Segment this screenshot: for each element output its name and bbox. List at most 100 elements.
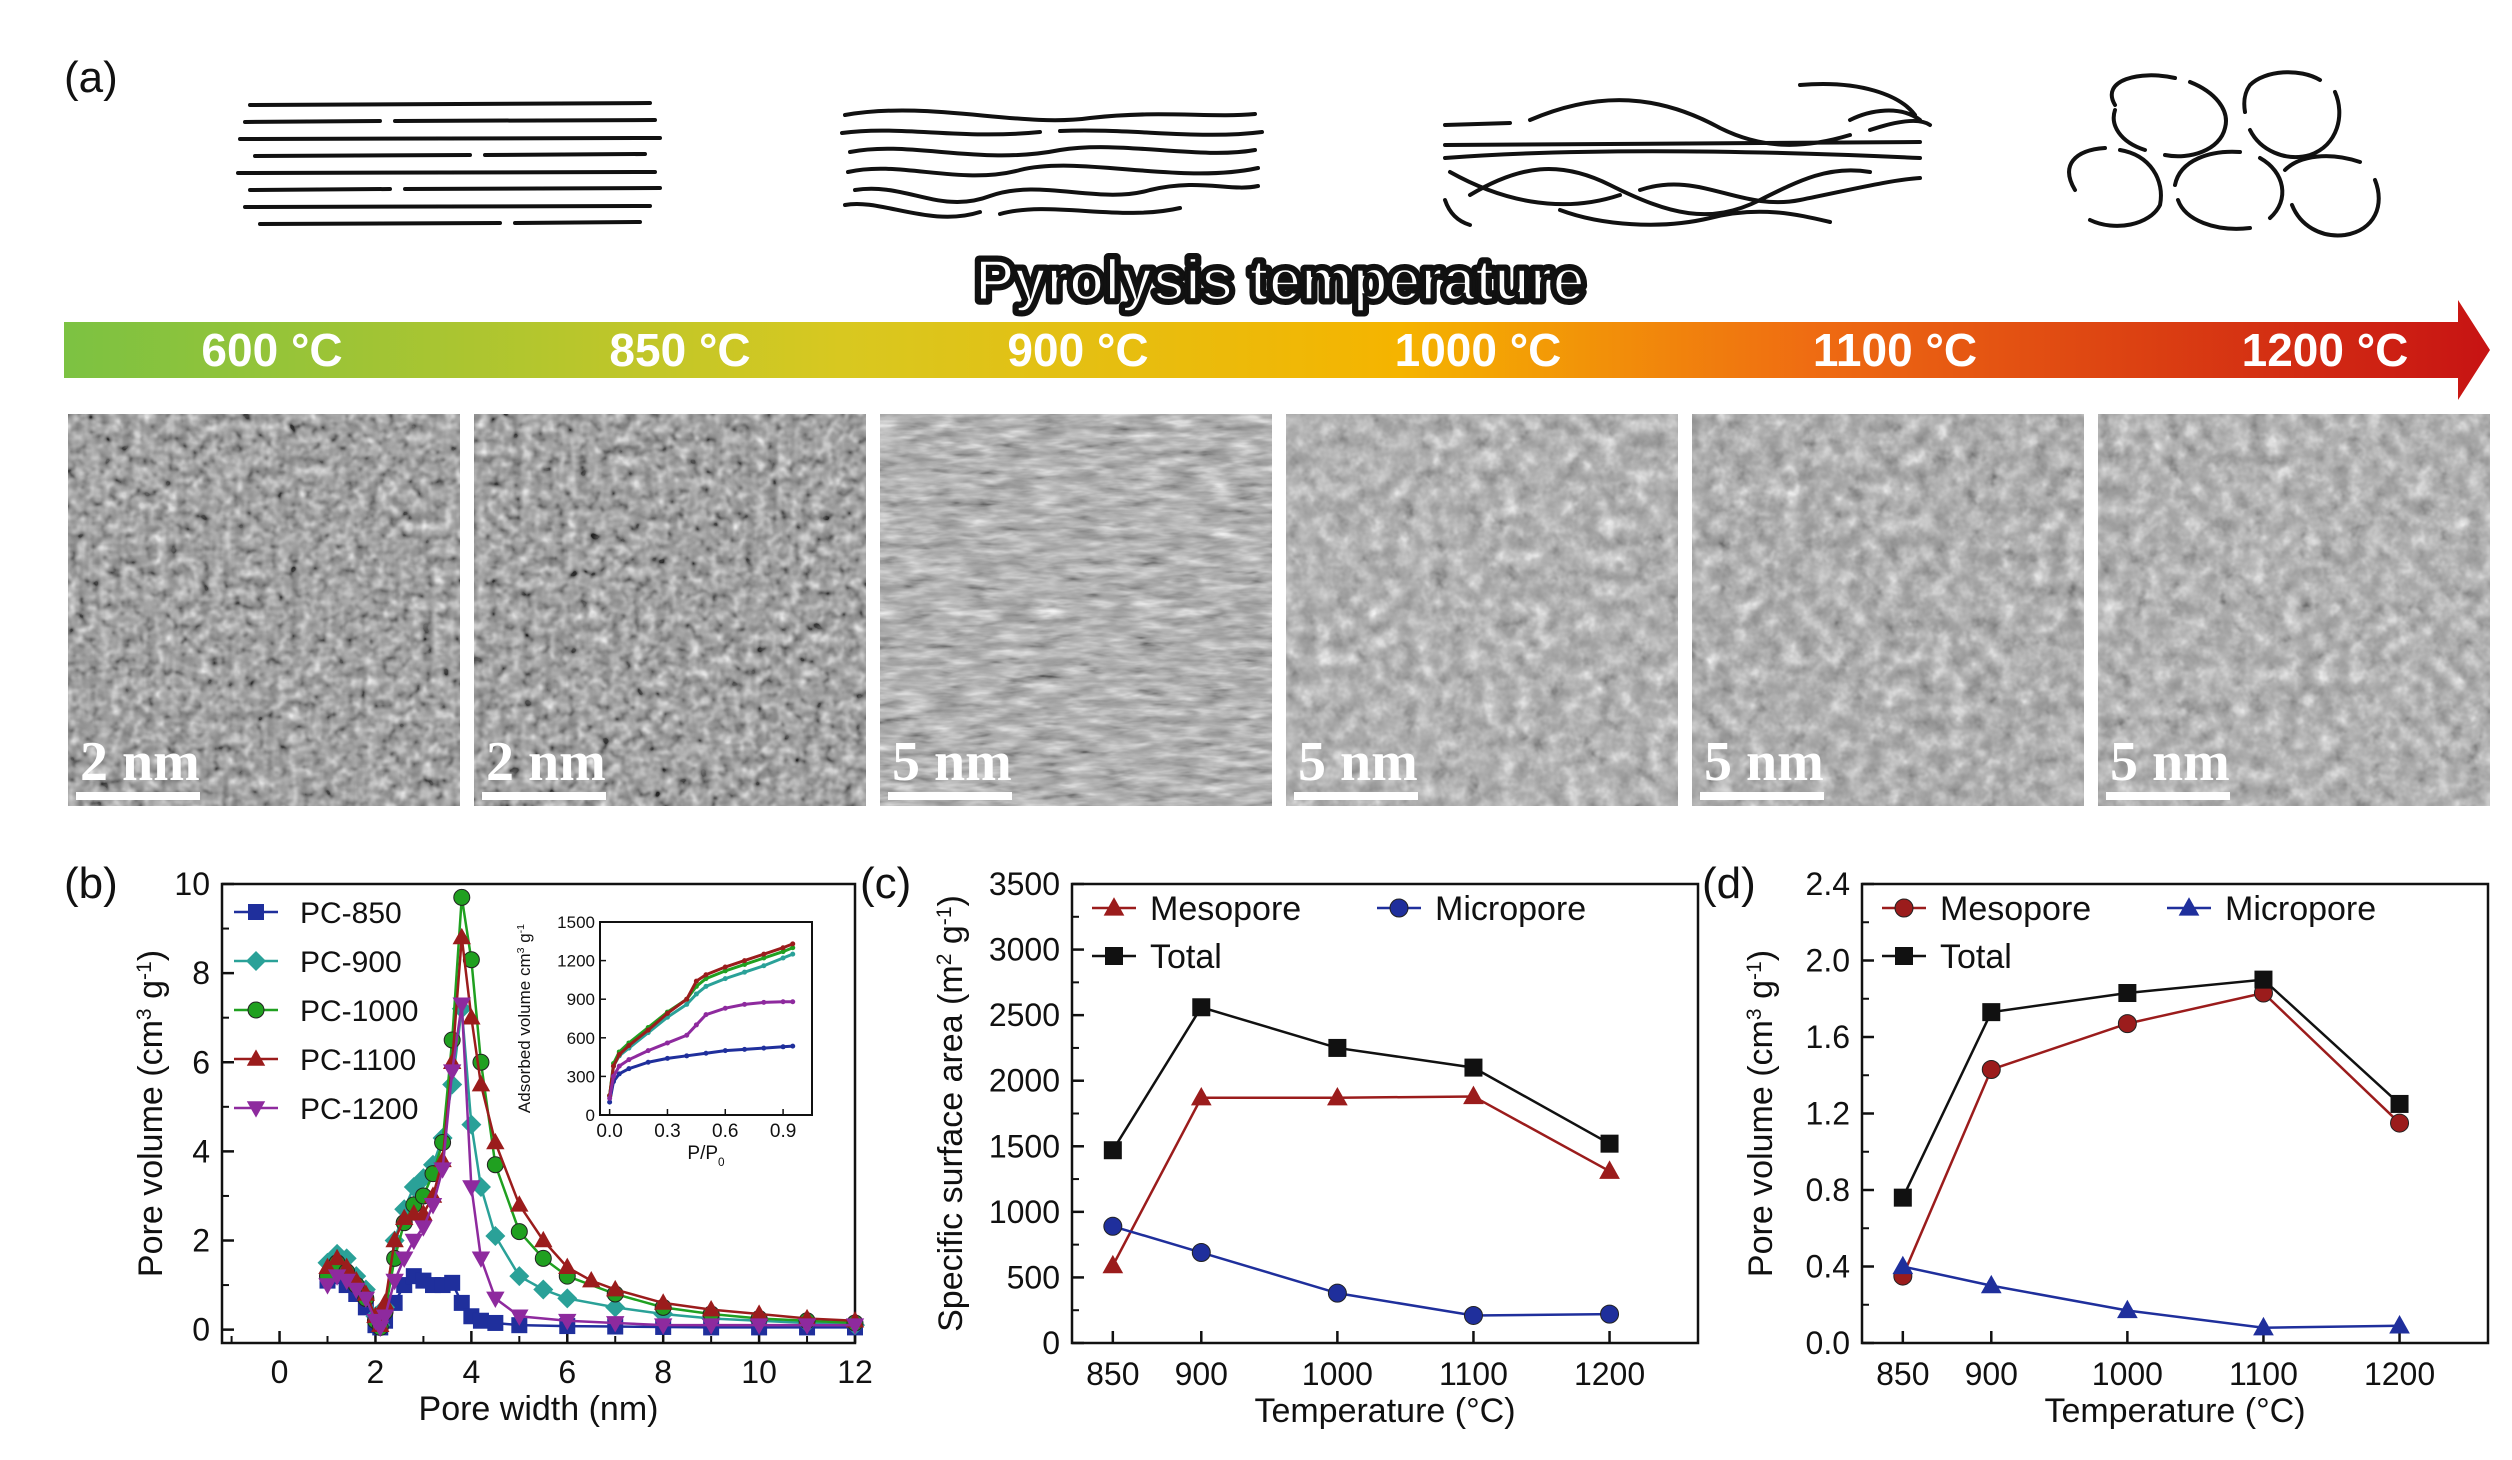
data-point — [1192, 998, 1211, 1017]
inset-data-point — [703, 983, 709, 989]
panel-label-d: (d) — [1702, 859, 1756, 908]
data-point — [375, 1309, 395, 1326]
y-tick-label: 500 — [1007, 1259, 1060, 1295]
inset-data-point — [626, 1066, 632, 1072]
data-point — [558, 1313, 577, 1331]
plot-frame — [220, 882, 857, 1345]
series-line — [1901, 978, 2401, 1199]
legend-label: PC-1000 — [300, 995, 418, 1028]
inset-data-point — [722, 1005, 728, 1011]
series-line — [1111, 1005, 1611, 1151]
tem-image-600: 2 nm — [68, 414, 460, 806]
inset-y-tick-label: 900 — [567, 990, 595, 1009]
y-tick-label: 4 — [192, 1133, 210, 1169]
inset-data-point — [761, 955, 767, 961]
inset-data-point — [645, 1027, 651, 1033]
inset-data-point — [626, 1057, 632, 1063]
inset-data-point — [780, 1044, 786, 1050]
data-point — [606, 1279, 625, 1297]
data-point — [318, 1278, 337, 1295]
y-tick-label: 10 — [174, 866, 210, 902]
data-point — [453, 1294, 470, 1311]
data-point — [414, 1220, 433, 1237]
inset-data-point — [703, 1050, 709, 1056]
legend-marker — [2178, 897, 2200, 916]
inset-data-point — [664, 1010, 670, 1016]
data-point — [653, 1318, 673, 1335]
inset-data-point — [607, 1099, 613, 1105]
data-point — [1981, 1060, 2001, 1080]
inset-y-axis-label: Adsorbed volume cm3 g-1 — [515, 924, 534, 1113]
inset-y-tick-label: 1500 — [557, 913, 595, 932]
legend-label: PC-1100 — [300, 1044, 416, 1077]
inset-data-point — [742, 969, 748, 975]
data-point — [327, 1269, 347, 1286]
data-point — [375, 1293, 395, 1310]
scale-label: 2 nm — [486, 731, 606, 793]
data-point — [395, 1208, 414, 1226]
x-tick-label: 1000 — [2092, 1356, 2163, 1392]
x-tick-label: 850 — [1086, 1356, 1139, 1392]
data-point — [442, 1064, 462, 1081]
inset-data-point — [693, 991, 699, 997]
data-point — [2118, 984, 2137, 1003]
y-tick-label: 0 — [192, 1312, 210, 1348]
structure-schematics — [236, 70, 2381, 238]
data-point — [582, 1271, 601, 1288]
tem-image-900: 5 nm — [880, 414, 1272, 806]
inset-data-point — [742, 1001, 748, 1007]
data-point — [1103, 1141, 1122, 1160]
data-point — [1600, 1304, 1620, 1324]
schematic-stacked-layers — [236, 101, 662, 226]
inset-data-point — [761, 999, 767, 1005]
data-point — [461, 1114, 482, 1135]
y-tick-label: 2500 — [989, 997, 1060, 1033]
inset-data-point — [684, 1032, 690, 1038]
scale-label: 5 nm — [1704, 731, 1824, 793]
x-tick-label: 6 — [558, 1354, 576, 1390]
x-axis-label: Pore width (nm) — [419, 1390, 659, 1428]
data-point — [2253, 1316, 2274, 1336]
legend-marker — [1105, 947, 1123, 965]
x-tick-label: 1200 — [2364, 1356, 2435, 1392]
inset-data-point — [610, 1063, 616, 1069]
legend-marker — [1103, 897, 1125, 916]
data-point — [1463, 1305, 1483, 1325]
data-point — [1464, 1058, 1483, 1077]
series-line — [1111, 1095, 1611, 1267]
data-point — [557, 1288, 578, 1309]
inset-data-point — [761, 951, 767, 957]
data-point — [462, 1008, 481, 1025]
data-point — [2389, 1314, 2410, 1334]
inset-data-point — [616, 1071, 622, 1077]
data-point — [356, 1291, 376, 1309]
y-tick-label: 2 — [192, 1223, 210, 1259]
data-point — [337, 1273, 356, 1291]
y-axis-label: Pore volume (cm3 g-1) — [132, 950, 170, 1277]
schematic-closed-shells — [2067, 70, 2381, 238]
data-point — [423, 1198, 443, 1215]
y-tick-label: 1000 — [989, 1194, 1060, 1230]
inset-data-point — [722, 1048, 728, 1054]
y-tick-label: 1.6 — [1806, 1019, 1850, 1055]
inset-data-point — [790, 941, 796, 947]
inset-data-point — [742, 958, 748, 964]
inset-series-PC-1100 — [607, 941, 796, 1099]
data-point — [1102, 1254, 1124, 1274]
inset-series-PC-1200 — [607, 999, 796, 1101]
data-point — [485, 1226, 506, 1247]
data-point — [701, 1318, 721, 1335]
inset-data-point — [761, 1045, 767, 1051]
y-tick-label: 3500 — [989, 866, 1060, 902]
temperature-arrow — [64, 300, 2490, 400]
data-point — [444, 1274, 461, 1291]
data-point — [1982, 1003, 2001, 1022]
scale-label: 5 nm — [2110, 731, 2230, 793]
series-PC-1200 — [318, 997, 865, 1338]
tem-image-1200: 5 nm — [2098, 414, 2490, 806]
data-point — [347, 1282, 366, 1300]
legend: Mesopore Micropore Total — [1092, 890, 1586, 976]
data-point — [1328, 1038, 1347, 1057]
legend-marker — [246, 951, 266, 971]
x-axis-label: Temperature (°C) — [2044, 1392, 2305, 1430]
